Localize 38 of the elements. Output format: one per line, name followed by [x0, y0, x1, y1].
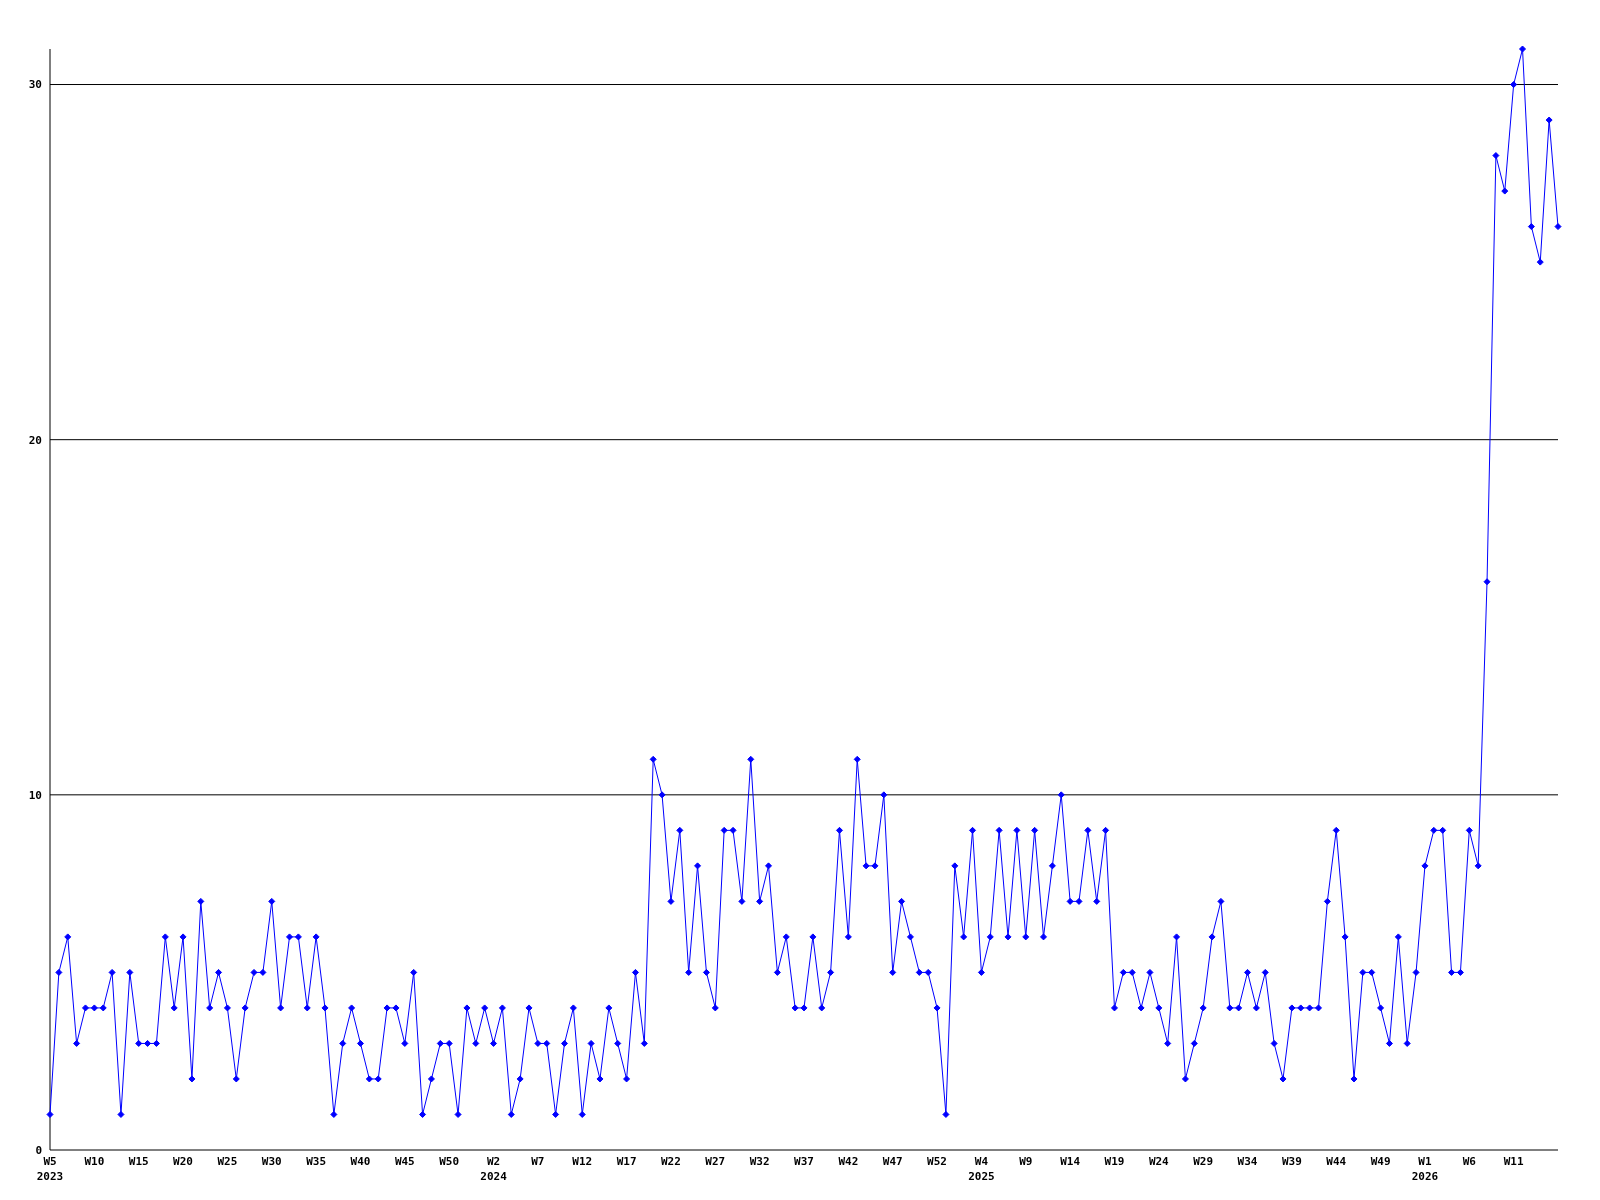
x-tick-label: W4 2025 — [968, 1155, 995, 1183]
x-tick-label: W6 — [1462, 1155, 1477, 1168]
x-tick-label: W2 2024 — [480, 1155, 508, 1183]
x-tick-label: W42 — [838, 1155, 859, 1168]
y-tick-label: 20 — [28, 433, 42, 447]
x-tick-label: W35 — [306, 1155, 327, 1168]
x-tick-label: W9 — [1019, 1155, 1033, 1168]
x-tick-label: W44 — [1326, 1155, 1347, 1168]
x-tick-label: W29 — [1193, 1155, 1214, 1168]
x-tick-label: W47 — [882, 1155, 903, 1168]
x-tick-label: W19 — [1104, 1155, 1125, 1168]
x-tick-label: W45 — [394, 1155, 415, 1168]
x-tick-label: W14 — [1060, 1155, 1081, 1168]
x-tick-label: W22 — [661, 1155, 681, 1168]
x-tick-label: W37 — [794, 1155, 814, 1168]
x-tick-label: W52 — [927, 1155, 947, 1168]
x-tick-label: W30 — [261, 1155, 282, 1168]
y-tick-label: 30 — [28, 78, 42, 92]
x-tick-label: W15 — [128, 1155, 149, 1168]
x-tick-label: W20 — [173, 1155, 193, 1168]
x-tick-label: W1 2026 — [1411, 1155, 1439, 1183]
x-tick-label: W40 — [350, 1155, 371, 1168]
x-tick-label: W39 — [1281, 1155, 1302, 1168]
y-tick-label: 0 — [35, 1143, 42, 1157]
x-tick-label: W25 — [217, 1155, 238, 1168]
x-tick-label: W17 — [616, 1155, 637, 1168]
x-tick-label: W12 — [572, 1155, 593, 1168]
x-tick-label: W10 — [84, 1155, 105, 1168]
x-tick-label: W32 — [749, 1155, 770, 1168]
x-tick-label: W27 — [705, 1155, 726, 1168]
x-tick-label: W49 — [1370, 1155, 1391, 1168]
x-tick-label: W34 — [1237, 1155, 1258, 1168]
x-tick-label: W5 2023 — [36, 1155, 64, 1183]
x-tick-label: W50 — [439, 1155, 460, 1168]
y-tick-label: 10 — [28, 788, 42, 802]
x-tick-label: W11 — [1503, 1155, 1524, 1168]
x-tick-label: W24 — [1148, 1155, 1170, 1168]
x-tick-label: W7 — [531, 1155, 545, 1168]
